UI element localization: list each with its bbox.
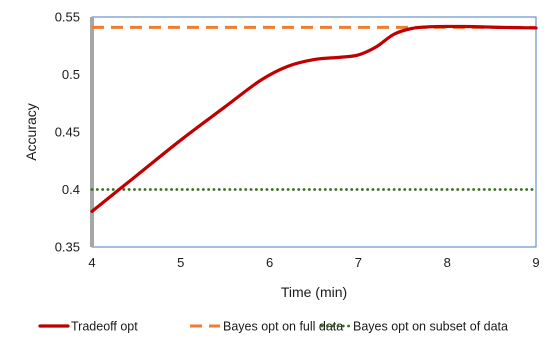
x-tick-label: 5 — [177, 255, 184, 270]
y-tick-label: 0.4 — [62, 182, 80, 197]
legend-label-bayes-opt-on-subset-of-data: Bayes opt on subset of data — [353, 320, 508, 334]
y-tick-label: 0.55 — [55, 10, 80, 25]
legend-label-bayes-opt-on-full-data: Bayes opt on full data — [223, 320, 343, 334]
x-tick-labels: 4 5 6 7 8 9 — [88, 255, 539, 270]
y-tick-labels: 0.35 0.4 0.45 0.5 0.55 — [55, 10, 80, 255]
series-line-tradeoff-opt — [90, 24, 538, 213]
plot-area — [91, 16, 537, 248]
x-tick-label: 8 — [444, 255, 451, 270]
y-tick-label: 0.45 — [55, 125, 80, 140]
y-axis-title: Accuracy — [23, 103, 39, 161]
series-layer — [90, 24, 538, 213]
y-tick-label: 0.35 — [55, 240, 80, 255]
x-tick-label: 6 — [266, 255, 273, 270]
x-tick-label: 4 — [88, 255, 95, 270]
x-tick-label: 9 — [532, 255, 539, 270]
y-tick-label: 0.5 — [62, 67, 80, 82]
legend-label-tradeoff-opt: Tradeoff opt — [71, 320, 138, 334]
x-axis-title: Time (min) — [281, 284, 347, 300]
x-tick-label: 7 — [355, 255, 362, 270]
legend: Tradeoff opt Bayes opt on full data Bayes … — [38, 320, 508, 334]
